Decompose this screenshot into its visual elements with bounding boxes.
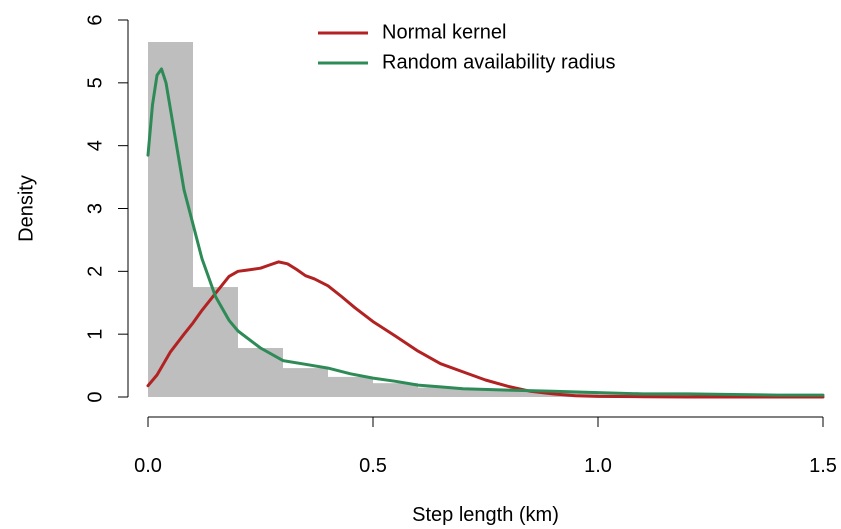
y-tick-label: 1: [84, 329, 106, 340]
series-line: [146, 260, 825, 399]
x-tick-label: 0.5: [359, 455, 387, 477]
y-tick-label: 3: [84, 203, 106, 214]
histogram-bar: [328, 376, 373, 397]
x-tick-label: 1.5: [809, 455, 837, 477]
y-tick-label: 0: [84, 391, 106, 402]
x-axis-title: Step length (km): [412, 504, 559, 526]
histogram-bar: [193, 287, 238, 397]
y-axis-title: Density: [15, 175, 37, 242]
histogram-bars: [148, 41, 823, 397]
y-tick-label: 5: [84, 77, 106, 88]
series-line: [146, 67, 825, 397]
y-tick-label: 2: [84, 266, 106, 277]
histogram-bar: [373, 383, 418, 397]
y-tick-label: 6: [84, 14, 106, 25]
legend-label: Random availability radius: [382, 51, 615, 73]
histogram-bar: [463, 389, 508, 397]
axes: 0.0 0.5 1.0 1.5 0 1 2 3 4 5 6: [84, 14, 837, 477]
legend-label: Normal kernel: [382, 21, 506, 43]
density-lines: [146, 67, 825, 399]
histogram-bar: [508, 390, 553, 397]
histogram-bar: [418, 387, 463, 397]
x-tick-label: 1.0: [584, 455, 612, 477]
legend: Normal kernel Random availability radius: [318, 21, 615, 73]
x-tick-label: 0.0: [134, 455, 162, 477]
histogram-bar: [283, 368, 328, 397]
y-tick-label: 4: [84, 140, 106, 151]
